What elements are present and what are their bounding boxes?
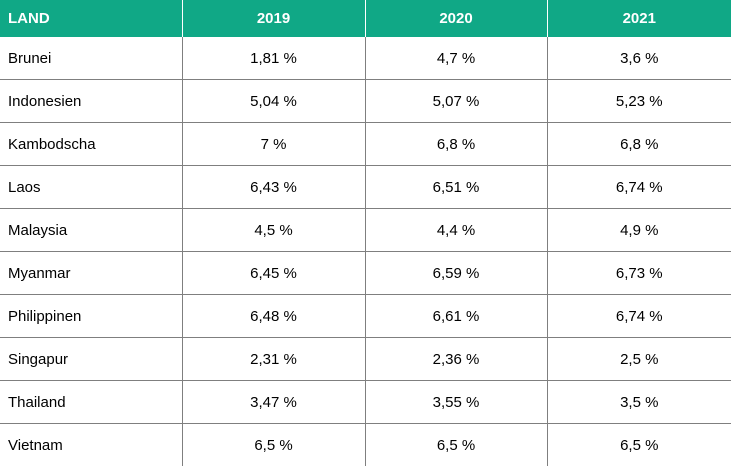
table-row: Philippinen 6,48 % 6,61 % 6,74 % [0,294,731,338]
header-land: LAND [0,0,183,37]
country-cell: Philippinen [0,294,183,338]
table-row: Vietnam 6,5 % 6,5 % 6,5 % [0,423,731,466]
value-cell-2019: 7 % [182,122,366,166]
country-cell: Myanmar [0,251,183,295]
value-cell-2021: 6,74 % [547,294,731,338]
value-cell-2019: 4,5 % [182,208,366,252]
table-row: Singapur 2,31 % 2,36 % 2,5 % [0,337,731,381]
table-row: Malaysia 4,5 % 4,4 % 4,9 % [0,208,731,252]
value-cell-2021: 6,74 % [547,165,731,209]
country-cell: Indonesien [0,79,183,123]
value-cell-2020: 6,61 % [365,294,548,338]
table-row: Thailand 3,47 % 3,55 % 3,5 % [0,380,731,424]
value-cell-2021: 6,5 % [620,436,659,454]
value-cell-2020: 6,5 % [365,423,548,466]
value-cell-2019: 2,31 % [182,337,366,381]
value-cell-2020: 2,36 % [365,337,548,381]
header-2021: 2021 [547,0,731,37]
value-cell-2020: 6,8 % [365,122,548,166]
value-cell-2020: 4,4 % [365,208,548,252]
value-cell-2019: 3,47 % [182,380,366,424]
value-cell-2019: 6,43 % [182,165,366,209]
country-cell: Kambodscha [0,122,183,166]
country-cell: Thailand [0,380,183,424]
value-cell-2019: 1,81 % [182,37,366,80]
value-cell-2019: 6,48 % [182,294,366,338]
value-cell-2020: 6,59 % [365,251,548,295]
country-cell: Brunei [0,37,183,80]
country-cell: Vietnam [0,423,183,466]
value-cell-2019: 5,04 % [182,79,366,123]
value-cell-2020: 3,55 % [365,380,548,424]
value-cell-2021: 2,5 % [547,337,731,381]
value-cell-2020: 5,07 % [365,79,548,123]
value-cell-2020: 4,7 % [365,37,548,80]
value-cell-2021: 3,5 % [547,380,731,424]
table-row: Myanmar 6,45 % 6,59 % 6,73 % [0,251,731,295]
table-row: Indonesien 5,04 % 5,07 % 5,23 % [0,79,731,123]
header-2019: 2019 [182,0,366,37]
table-row: Kambodscha 7 % 6,8 % 6,8 % [0,122,731,166]
table-row: Laos 6,43 % 6,51 % 6,74 % [0,165,731,209]
country-cell: Laos [0,165,183,209]
header-row: LAND 2019 2020 2021 [0,0,731,37]
value-cell-2021: 3,6 % [547,37,731,80]
header-2020: 2020 [365,0,548,37]
value-cell-2021: 4,9 % [547,208,731,252]
value-cell-2021: 5,23 % [547,79,731,123]
value-cell-2019: 6,45 % [182,251,366,295]
country-cell: Malaysia [0,208,183,252]
table-row: Brunei 1,81 % 4,7 % 3,6 % [0,37,731,80]
value-cell-2021: 6,73 % [547,251,731,295]
value-cell-2020: 6,51 % [365,165,548,209]
country-cell: Singapur [0,337,183,381]
value-cell-2021: 6,8 % [547,122,731,166]
value-cell-2019: 6,5 % [182,423,366,466]
